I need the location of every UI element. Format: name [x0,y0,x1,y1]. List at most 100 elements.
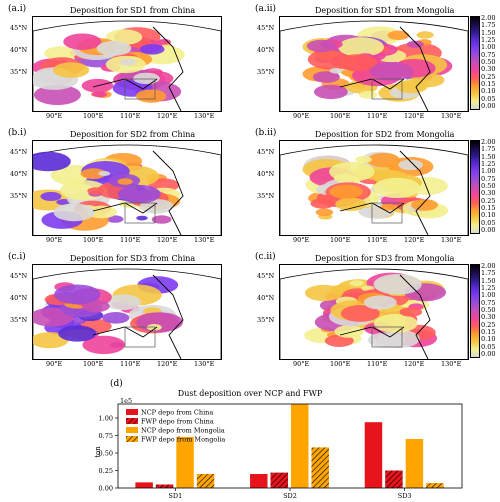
map-panel-title: Deposition for SD2 from China [70,130,196,139]
deposition-blob [310,198,335,209]
deposition-blob [306,39,336,53]
deposition-map [33,20,221,111]
colorbar-tick: 0.05 [481,218,496,227]
deposition-blob [329,68,343,74]
y-tick-label: 1.00 [99,415,113,423]
colorbar-tick: 0.30 [481,65,496,74]
bar [311,447,329,488]
colorbar-tick: 0.25 [481,320,496,329]
colorbar-tick: 0.25 [481,196,496,205]
colorbar-tick: 0.30 [481,189,496,198]
chart-ylabel: ton [94,446,102,458]
map-panel-title: Deposition for SD3 from China [70,254,196,263]
colorbar [470,264,480,358]
lon-label: 100°E [330,360,351,368]
map-panel-title: Deposition for SD1 from Mongolia [315,6,455,15]
deposition-blob [53,203,95,222]
deposition-blob [367,332,405,348]
map-panel-label: (a.ii) [255,4,277,14]
colorbar-tick: 1.25 [481,284,496,292]
colorbar-tick: 1.00 [481,291,496,300]
lon-label: 100°E [330,236,351,244]
colorbar-tick: 0.75 [481,298,496,307]
deposition-blob [82,335,126,355]
deposition-blob [105,29,143,45]
lat-label: 40°N [10,170,28,178]
colorbar-tick: 1.50 [481,276,496,285]
deposition-blob [396,80,427,94]
legend-swatch [126,436,138,442]
y-tick-label: 0.50 [99,450,113,458]
legend-swatch [126,409,138,415]
colorbar-tick: 1.50 [481,28,496,37]
deposition-blob [369,62,414,81]
deposition-blob [139,44,165,55]
lat-label: 35°N [257,316,275,324]
deposition-blob [120,58,137,66]
bar [196,474,215,488]
bar [135,482,153,488]
colorbar-tick: 2.00 [481,14,496,22]
map-panel-title: Deposition for SD2 from Mongolia [315,130,455,139]
legend-swatch [126,418,138,424]
lon-label: 110°E [120,360,141,368]
colorbar-tick: 0.05 [481,342,496,351]
map-panel-label: (b.i) [8,128,27,138]
bar [250,474,268,488]
y-tick-label: 0.75 [99,432,113,440]
deposition-blob [157,38,171,45]
dust-deposition-bar-chart: (d) Dust deposition over NCP and FWP 1e5… [94,378,463,500]
x-tick-label: SD1 [168,492,182,500]
map-panel: (b.i) Deposition for SD2 from China 45°N 40… [8,126,226,244]
colorbar-tick: 1.50 [481,152,496,161]
deposition-blob [411,199,438,211]
deposition-blob [373,274,422,295]
deposition-blob [102,312,130,324]
bar [426,483,444,488]
bar [364,422,383,488]
deposition-blob [315,208,334,217]
map-area [32,140,222,236]
deposition-blob [135,89,167,103]
deposition-blob [40,191,62,201]
bar [291,404,309,488]
lon-label: 120°E [157,360,178,368]
map-area [32,264,222,360]
lon-label: 130°E [194,236,215,244]
deposition-map [280,20,468,111]
map-area [279,264,469,360]
lat-label: 40°N [10,294,28,302]
lat-label: 45°N [10,24,28,32]
legend-label: NCP depo from China [141,409,213,417]
deposition-blob [399,307,423,317]
lat-label: 40°N [257,294,275,302]
deposition-blob [387,30,410,40]
lon-label: 130°E [194,360,215,368]
deposition-blob [338,37,384,57]
legend-swatch [126,427,138,433]
y-tick-label: 0.25 [99,467,113,475]
lon-label: 130°E [441,236,462,244]
y-tick-label: 0.00 [99,485,113,493]
bar [176,436,194,488]
deposition-map [280,144,468,235]
deposition-blob [82,300,110,313]
map-panel: (a.ii) Deposition for SD1 from Mongolia 45… [255,2,495,120]
deposition-blob [87,205,117,219]
deposition-blob [337,54,378,72]
lon-label: 100°E [83,236,104,244]
lat-label: 45°N [10,272,28,280]
lon-label: 120°E [404,236,425,244]
deposition-blob [329,184,363,199]
colorbar-tick: 0.15 [481,80,496,88]
deposition-blob [117,178,133,185]
deposition-blob [373,177,421,198]
colorbar-tick: 1.00 [481,43,496,52]
colorbar-tick: 1.00 [481,167,496,176]
legend-label: FWP depo from China [141,418,214,426]
colorbar-tick: 1.25 [481,36,496,44]
lon-label: 100°E [330,112,351,120]
deposition-blob [358,90,378,99]
lat-label: 35°N [10,316,28,324]
lon-label: 130°E [441,112,462,120]
